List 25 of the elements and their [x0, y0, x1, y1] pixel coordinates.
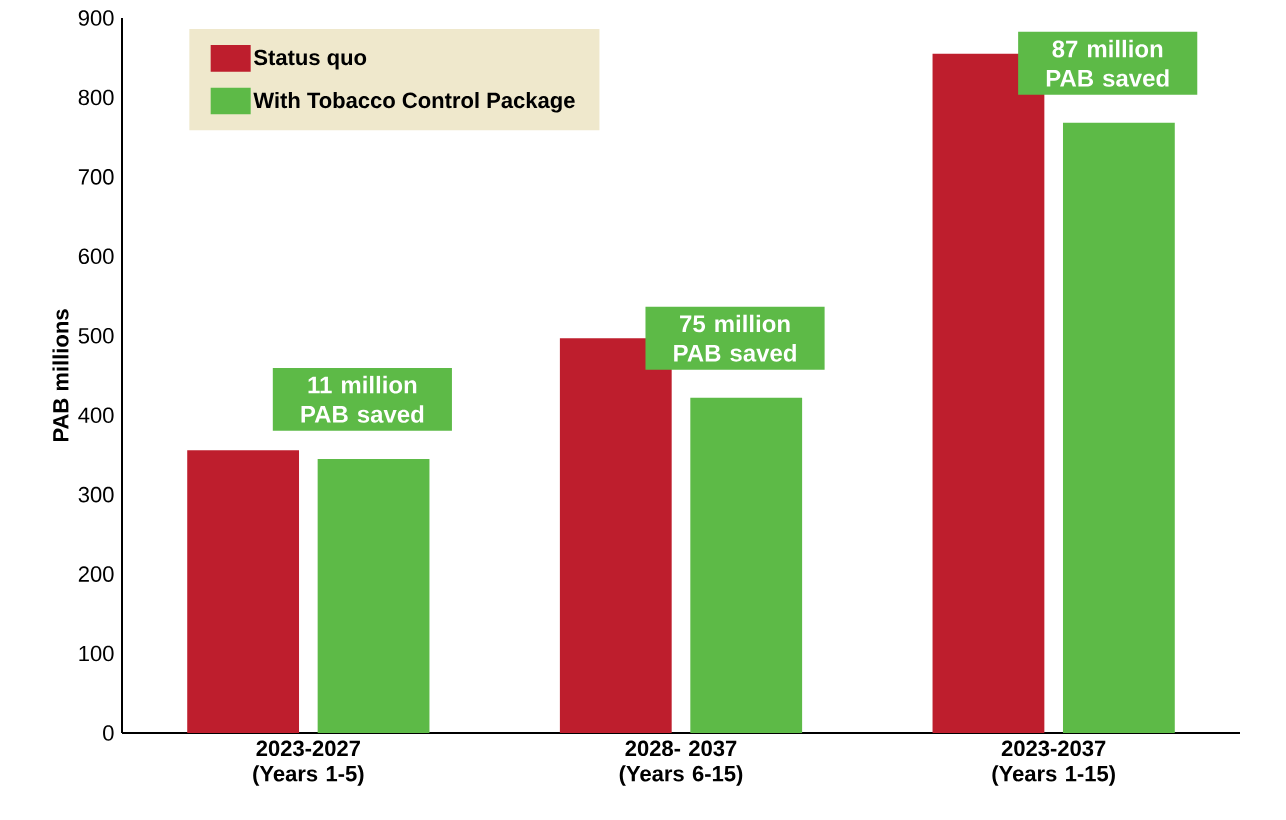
y-tick-label: 0 [103, 725, 114, 741]
bar [317, 458, 430, 733]
y-tick-label: 800 [78, 89, 114, 106]
legend-label: With Tobacco Control Package [253, 92, 575, 113]
y-tick-label: 300 [78, 486, 114, 503]
bar [559, 338, 672, 733]
annotation: 75 million PAB saved [674, 314, 796, 362]
y-tick-label: 400 [78, 407, 114, 423]
x-tick-label: 2023-2037 (Years 1-15) [992, 740, 1115, 786]
y-tick-label: 700 [78, 169, 114, 185]
y-axis-title: PAB millions [52, 309, 69, 442]
y-tick-label: 200 [78, 566, 114, 582]
bar [1062, 122, 1175, 733]
annotation: 11 million PAB saved [301, 375, 424, 423]
legend-label: Status quo [253, 49, 367, 70]
bar [690, 397, 803, 733]
y-tick-label: 600 [78, 248, 114, 265]
annotation: 87 million PAB saved [1046, 39, 1169, 87]
x-tick-label: 2028- 2037 (Years 6-15) [619, 740, 743, 786]
x-tick-label: 2023-2027 (Years 1-5) [253, 740, 364, 786]
y-tick-label: 500 [78, 327, 114, 344]
y-tick-label: 900 [78, 10, 114, 26]
bar [932, 53, 1045, 733]
y-tick-label: 100 [79, 645, 114, 662]
bar [187, 450, 300, 733]
